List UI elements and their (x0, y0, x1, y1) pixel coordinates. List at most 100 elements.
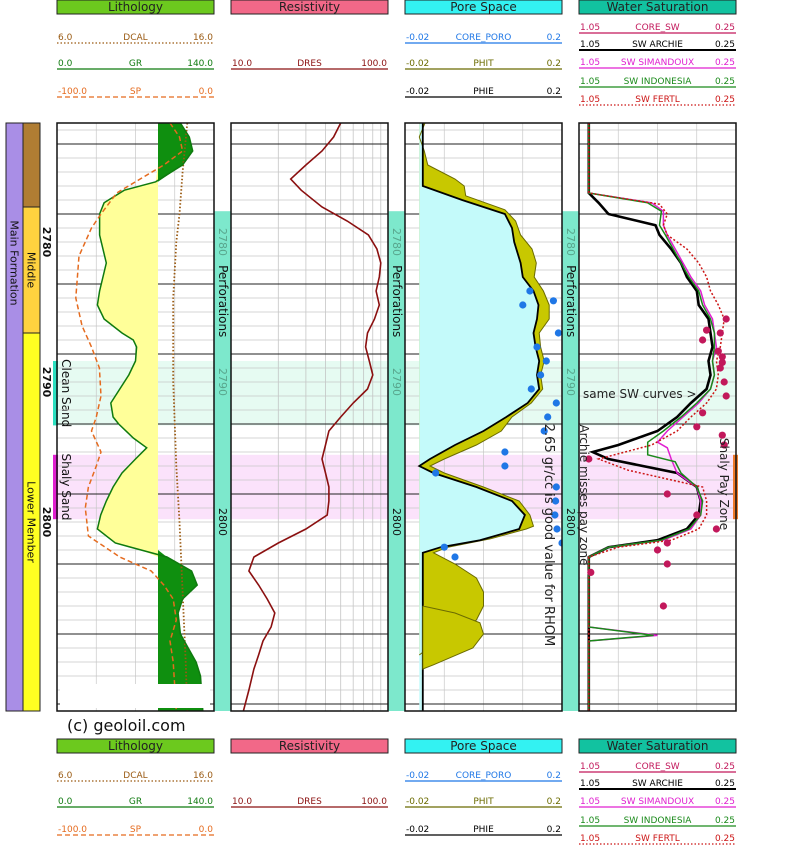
legend-max: 0.25 (715, 23, 735, 33)
core-poro-point (549, 297, 558, 305)
perforation-bar (562, 211, 579, 711)
depth-label: 2790 (40, 367, 53, 398)
core-poro-point (553, 525, 561, 533)
legend-name: CORE_PORO (456, 771, 512, 781)
sand-fill (97, 123, 158, 711)
core-sw-point (716, 329, 724, 337)
perforation-label: Perforations (564, 265, 578, 337)
legend-name: SW SIMANDOUX (621, 58, 694, 68)
legend-min: -0.02 (406, 825, 429, 835)
legend-min: 10.0 (232, 797, 252, 807)
core-sw-point (663, 539, 671, 547)
core-poro-point (552, 483, 560, 491)
legend-name: DRES (297, 59, 322, 69)
curve-legend-gr: 0.0 GR 140.0 (57, 797, 214, 808)
watermark-bg (60, 684, 210, 708)
track-header-bar (578, 0, 737, 15)
legend-max: 0.25 (715, 95, 735, 105)
legend-name: PHIT (473, 797, 494, 807)
legend-min: -0.02 (406, 797, 429, 807)
zone-label: Lower Member (25, 481, 38, 563)
core-poro-point (540, 427, 548, 435)
legend-min: 1.05 (580, 77, 600, 87)
legend-name: PHIT (473, 59, 494, 69)
perforation-label: Perforations (390, 265, 404, 337)
core-poro-point (519, 301, 527, 309)
zone-block (22, 122, 41, 208)
track-depth-label: 2800 (390, 508, 403, 536)
legend-name: SW ARCHIE (632, 779, 683, 789)
core-sw-point (720, 378, 728, 386)
legend-min: 1.05 (580, 797, 600, 807)
track-frame (404, 122, 563, 712)
curve-legend-core-poro: -0.02 CORE_PORO 0.2 (405, 771, 562, 782)
legend-max: 0.2 (547, 33, 561, 43)
legend-min: -100.0 (58, 825, 87, 835)
track-header-bar (56, 0, 215, 15)
legend-name: CORE_SW (635, 762, 680, 772)
annotations: 2.65 gr/cc is good value for RHOM same SW… (60, 387, 731, 735)
curve-legend-phit: -0.02 PHIT 0.2 (405, 797, 562, 808)
core-poro-point (440, 543, 448, 551)
track-resistivity (230, 122, 389, 712)
track-depth-label: 2800 (216, 508, 229, 536)
core-poro-point (527, 385, 535, 393)
shale-blob (422, 605, 485, 670)
interval-marker (53, 454, 58, 520)
phie-fill (419, 123, 540, 711)
core-sw-point (722, 315, 730, 323)
legend-max: 0.25 (715, 834, 735, 844)
sw-note-same: same SW curves > (583, 387, 697, 401)
core-poro-point (533, 343, 541, 351)
core-poro-point (551, 511, 559, 519)
curve-legends-bottom: 6.0 DCAL 16.0 0.0 GR 140.0 -100.0 SP 0.0 10.0 DRES… (57, 762, 736, 845)
legend-name: DRES (297, 797, 322, 807)
track-depth-label: 2780 (564, 228, 577, 256)
curve-phie (417, 123, 541, 711)
track-bodies: Perforations Perforations Perforations 2780… (56, 122, 738, 712)
legend-max: 0.0 (199, 87, 214, 97)
legend-max: 0.2 (547, 825, 561, 835)
track-header-bar (230, 0, 389, 15)
track-header-bar (230, 738, 389, 754)
track-depth-label: 2800 (564, 508, 577, 536)
legend-min: -0.02 (406, 59, 429, 69)
perforation-bar (388, 211, 405, 711)
core-sw-point (718, 353, 726, 361)
track-depth-label: 2790 (216, 368, 229, 396)
legend-name: SW FERTL (635, 834, 679, 844)
track-header-title: Resistivity (279, 739, 340, 753)
curve-legend-dres: 10.0 DRES 100.0 (231, 797, 388, 808)
legend-min: 1.05 (580, 779, 600, 789)
legend-max: 0.25 (715, 762, 735, 772)
legend-name: SW SIMANDOUX (621, 797, 694, 807)
interval-label: Shaly Sand (59, 453, 73, 520)
legend-max: 140.0 (187, 797, 213, 807)
core-poro-point (554, 329, 563, 337)
core-sw-point (587, 568, 595, 577)
legend-max: 0.25 (715, 816, 735, 826)
curve-legend-sw-archie: 1.05 SW ARCHIE 0.25 (579, 40, 736, 51)
curve-legend-dcal: 6.0 DCAL 16.0 (57, 771, 214, 782)
track-header-bar (404, 738, 563, 754)
curve-dres (242, 122, 382, 712)
legend-max: 0.25 (715, 40, 735, 50)
legend-min: -0.02 (406, 87, 429, 97)
track-frame (56, 122, 215, 712)
legend-min: 1.05 (580, 762, 600, 772)
shale-fill (158, 123, 203, 711)
zone-block (22, 332, 41, 712)
shaly-pay-label: Shaly Pay Zone (717, 438, 731, 530)
legend-name: PHIE (473, 87, 494, 97)
curve-legend-phie: -0.02 PHIE 0.2 (405, 87, 562, 98)
curve-legends-top: 6.0 DCAL 16.0 0.0 GR 140.0 -100.0 SP 0.0 10.0 DRES… (57, 23, 736, 106)
sw-note-archie: Archie misses pay zone (577, 424, 591, 565)
watermark: (c) geoloil.com (67, 716, 186, 735)
core-sw-point (720, 441, 728, 449)
legend-name: SW FERTL (635, 95, 679, 105)
track-water-saturation (579, 123, 738, 711)
core-sw-point (699, 409, 707, 417)
curve-legend-core-poro: -0.02 CORE_PORO 0.2 (405, 33, 562, 44)
track-depth-label: 2780 (216, 228, 229, 256)
